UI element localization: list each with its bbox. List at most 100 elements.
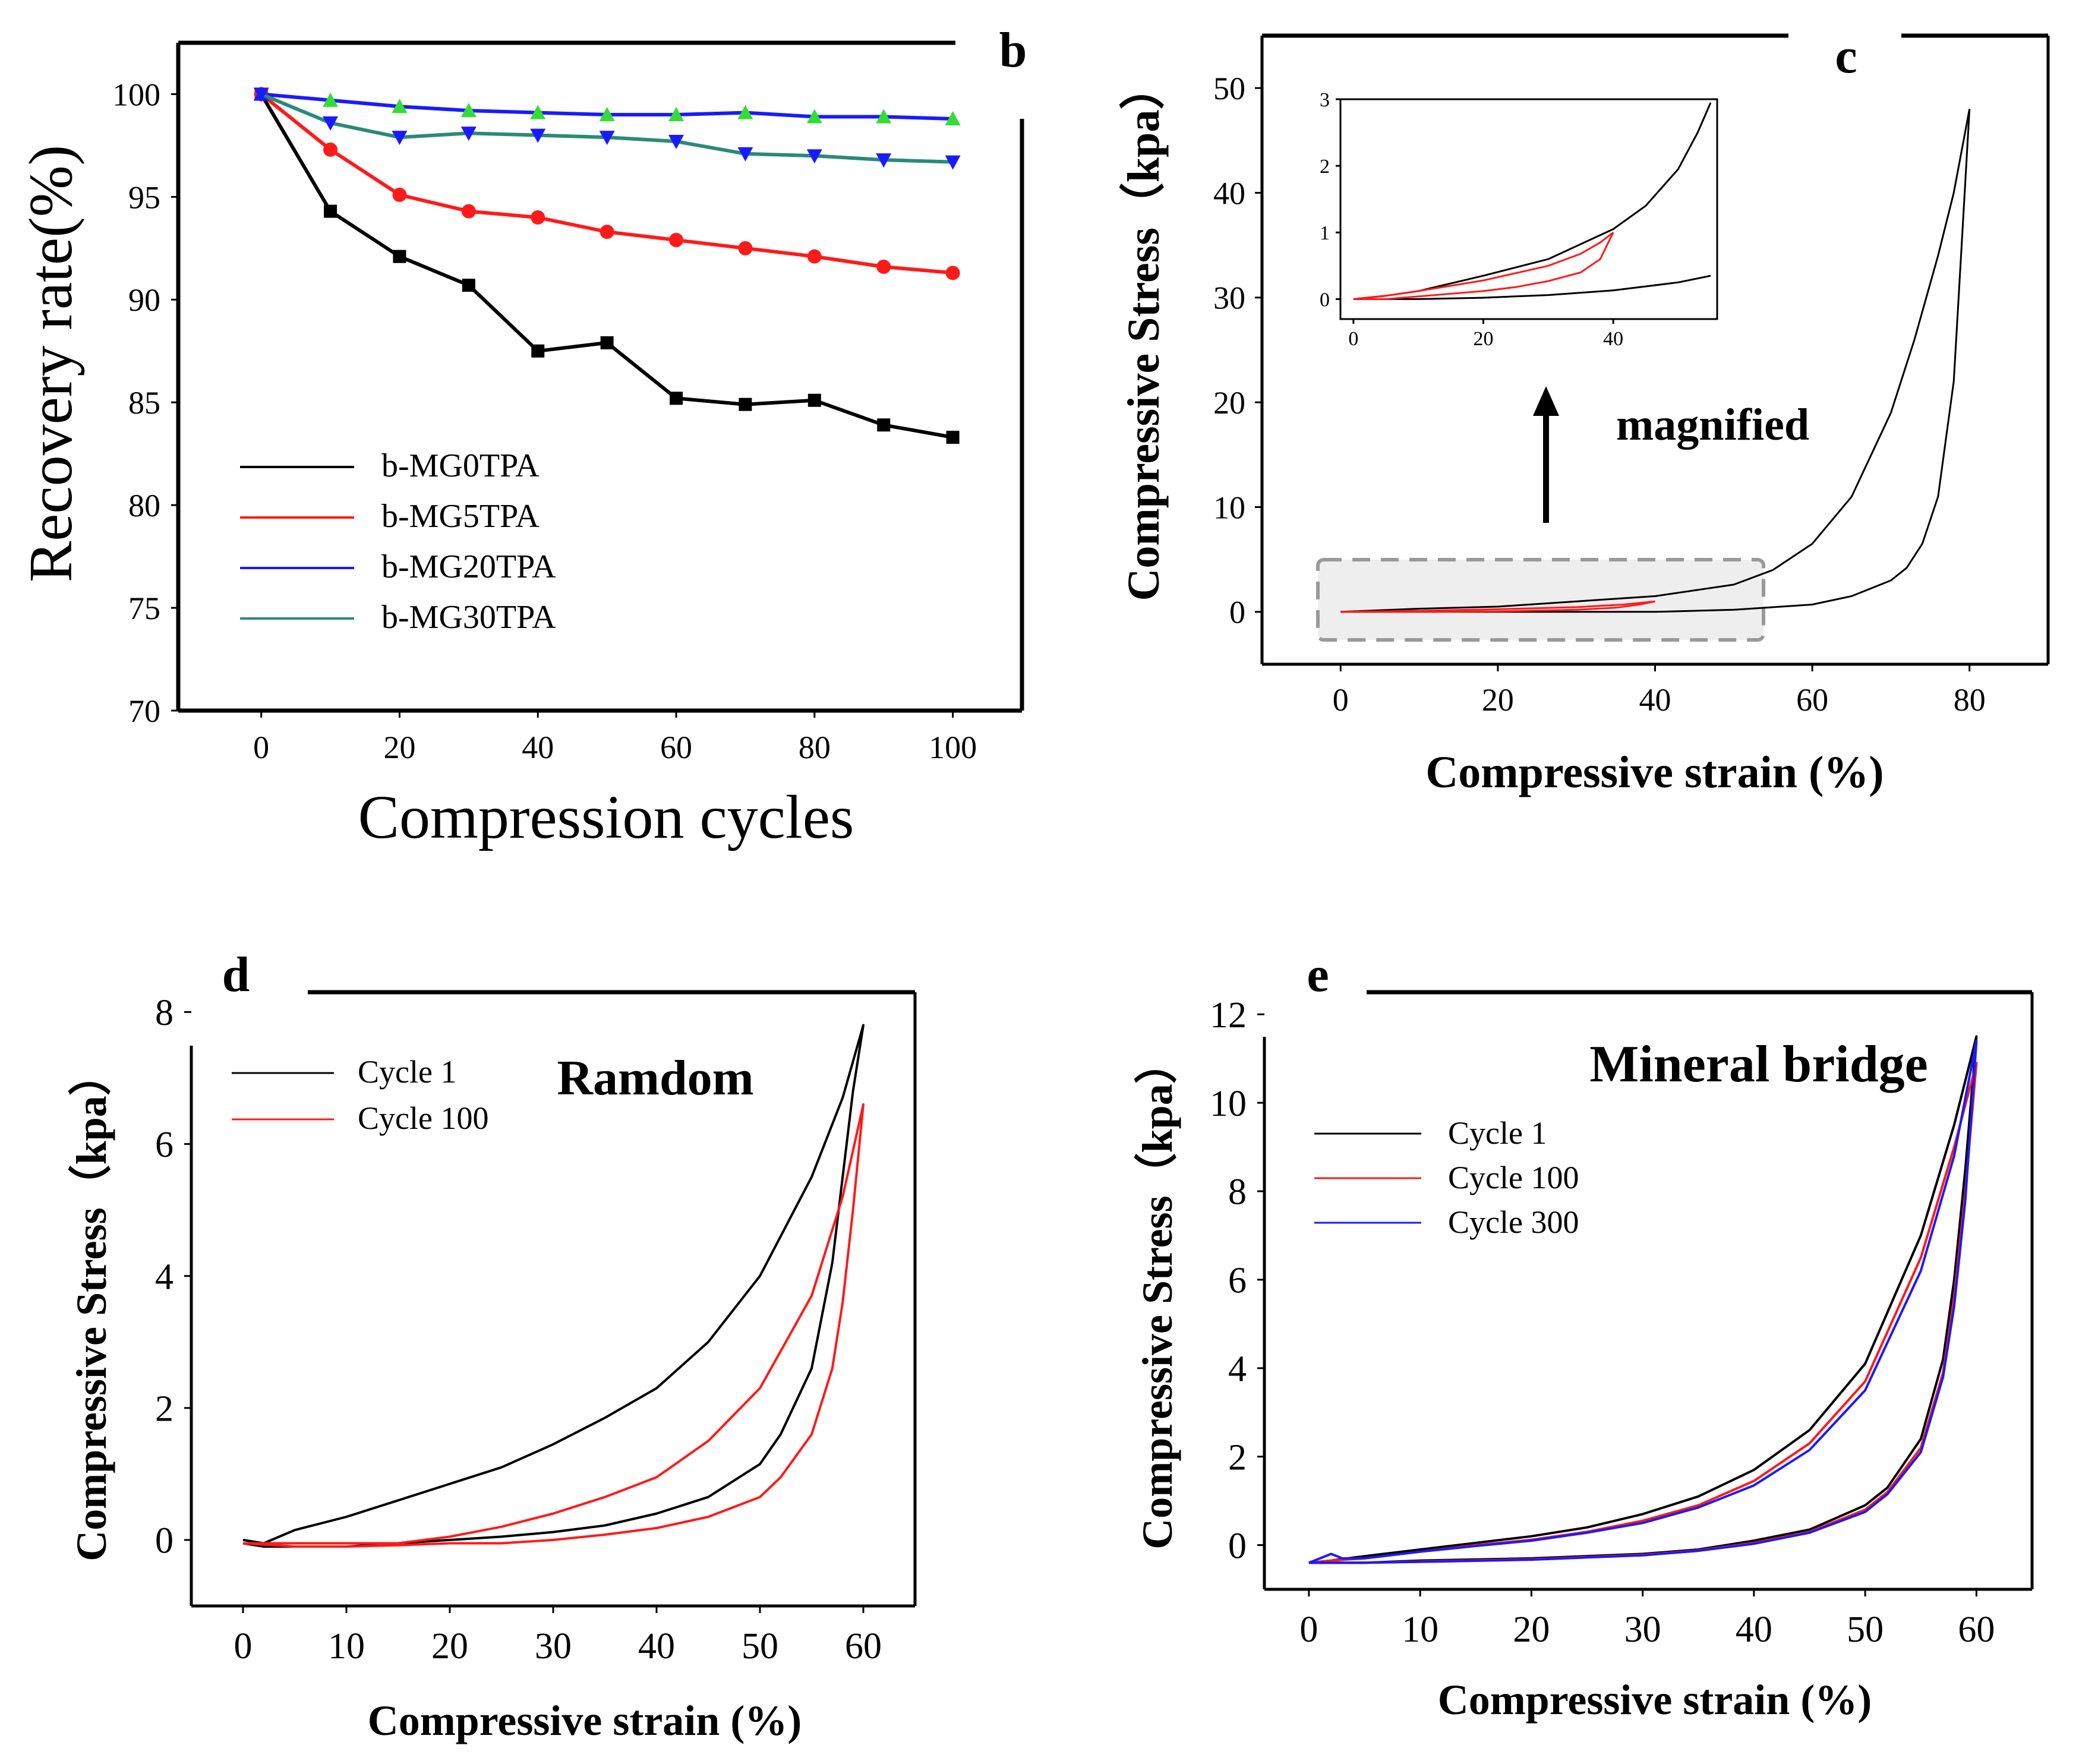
b-point-b-mg20tpa xyxy=(876,109,892,124)
b-point-b-mg5tpa xyxy=(461,204,476,219)
e-x-tick-label: 0 xyxy=(1299,1610,1318,1650)
b-point-b-mg0tpa xyxy=(531,344,545,358)
legend-label-d-cycle-100: Cycle 100 xyxy=(358,1100,488,1136)
b-point-b-mg5tpa xyxy=(531,210,545,225)
magnified-region-box xyxy=(1316,558,1765,642)
b-point-b-mg5tpa xyxy=(323,142,338,157)
b-ticks: 0 20 40 60 80 100 70 75 80 85 90 95 100 xyxy=(112,77,977,765)
d-y-tick-label: 0 xyxy=(155,1521,173,1561)
b-point-b-mg0tpa xyxy=(600,336,614,349)
d-y-tick-label: 6 xyxy=(155,1125,173,1165)
d-x-tick-label: 60 xyxy=(845,1626,882,1667)
b-point-b-mg0tpa xyxy=(739,397,752,411)
b-y-tick-label: 75 xyxy=(128,591,160,626)
c-x-tick-label: 0 xyxy=(1333,682,1349,718)
panel-b: 0 20 40 60 80 100 70 75 80 85 90 95 100 b Compressio… xyxy=(17,23,1027,851)
e-y-tick-label: 6 xyxy=(1228,1261,1247,1301)
b-point-b-mg20tpa xyxy=(323,92,339,107)
d-x-tick-label: 0 xyxy=(234,1626,253,1667)
b-point-b-mg30tpa xyxy=(599,131,615,146)
d-series xyxy=(242,1024,865,1548)
b-point-b-mg20tpa xyxy=(530,105,546,119)
e-y-axis-label: Compressive Stress（kpa） xyxy=(1134,1041,1181,1549)
e-y-tick-label: 0 xyxy=(1228,1526,1247,1566)
panel-label-c-background xyxy=(1790,0,1900,98)
c-inset-x-tick-label: 40 xyxy=(1603,328,1623,350)
b-y-tick-label: 70 xyxy=(128,693,160,729)
c-y-tick-label: 10 xyxy=(1213,490,1245,525)
e-chart-title: Mineral bridge xyxy=(1589,1036,1927,1093)
panel-label-c: c xyxy=(1835,29,1857,84)
c-y-tick-label: 40 xyxy=(1213,175,1245,211)
b-point-b-mg5tpa xyxy=(807,249,822,264)
e-y-tick-label: 10 xyxy=(1210,1084,1247,1124)
b-point-b-mg30tpa xyxy=(806,149,822,164)
legend-label-b-mg30tpa: b-MG30TPA xyxy=(381,599,556,636)
e-y-tick-label: 8 xyxy=(1228,1172,1247,1213)
c-inset-ticks: 0 20 40 0 1 2 3 xyxy=(1320,89,1623,350)
c-x-tick-label: 20 xyxy=(1482,682,1514,718)
b-y-tick-label: 90 xyxy=(128,282,160,318)
b-point-b-mg0tpa xyxy=(324,204,337,218)
c-series-cycle-40-unloading xyxy=(1340,600,1655,613)
b-x-axis-label: Compression cycles xyxy=(358,783,854,851)
c-inset-series-cycle-40-unloading xyxy=(1353,232,1614,300)
c-x-axis-label: Compressive strain (%) xyxy=(1425,747,1884,797)
e-series-cycle-1 xyxy=(1308,1035,1978,1564)
e-legend: Cycle 1 Cycle 100 Cycle 300 xyxy=(1314,1115,1579,1240)
b-point-b-mg20tpa xyxy=(806,109,822,124)
b-point-b-mg20tpa xyxy=(460,103,477,118)
b-point-b-mg5tpa xyxy=(738,241,753,255)
e-x-tick-label: 60 xyxy=(1958,1610,1995,1650)
b-point-b-mg0tpa xyxy=(807,393,821,407)
b-point-b-mg30tpa xyxy=(876,153,892,168)
b-legend: b-MG0TPA b-MG5TPA b-MG20TPA b-MG30TPA xyxy=(240,447,556,636)
b-point-b-mg20tpa xyxy=(737,105,753,119)
d-y-tick-label: 4 xyxy=(155,1257,173,1297)
b-x-tick-label: 80 xyxy=(799,730,831,765)
b-x-tick-label: 20 xyxy=(383,730,415,765)
c-series xyxy=(1340,109,1971,613)
b-point-b-mg20tpa xyxy=(945,111,961,125)
d-chart-title: Ramdom xyxy=(557,1050,753,1106)
b-point-b-mg30tpa xyxy=(323,116,339,131)
b-point-b-mg5tpa xyxy=(876,259,891,274)
c-x-tick-label: 40 xyxy=(1639,682,1671,718)
e-x-tick-label: 50 xyxy=(1847,1610,1884,1650)
magnified-annotation: magnified xyxy=(1616,400,1809,450)
legend-label-b-mg20tpa: b-MG20TPA xyxy=(381,548,556,585)
panel-d: 0 10 20 30 40 50 60 0 2 4 6 8 d Ramdom Compressive … xyxy=(68,947,917,1744)
b-series xyxy=(253,86,961,444)
d-legend: Cycle 1 Cycle 100 xyxy=(232,1054,488,1136)
e-y-tick-label: 4 xyxy=(1228,1349,1247,1389)
d-series-cycle-100 xyxy=(242,1103,865,1548)
legend-label-e-cycle-300: Cycle 300 xyxy=(1448,1204,1579,1240)
c-series-loading xyxy=(1340,109,1971,613)
panel-label-d: d xyxy=(222,947,250,1002)
c-y-tick-label: 30 xyxy=(1213,280,1245,316)
b-point-b-mg0tpa xyxy=(877,418,891,432)
b-point-b-mg30tpa xyxy=(392,131,408,146)
b-point-b-mg5tpa xyxy=(669,233,684,248)
e-series-cycle-300 xyxy=(1308,1039,1978,1564)
e-x-axis-label: Compressive strain (%) xyxy=(1438,1676,1872,1724)
c-inset-y-tick-label: 2 xyxy=(1320,156,1330,178)
c-y-tick-label: 50 xyxy=(1213,71,1245,106)
e-y-tick-label: 12 xyxy=(1210,995,1247,1036)
c-inset-series xyxy=(1353,102,1712,300)
legend-label-e-cycle-100: Cycle 100 xyxy=(1448,1160,1579,1195)
b-point-b-mg5tpa xyxy=(945,266,960,280)
b-y-tick-label: 95 xyxy=(128,179,160,215)
panel-label-b: b xyxy=(999,23,1027,78)
c-x-tick-label: 80 xyxy=(1954,682,1986,718)
c-inset-y-tick-label: 3 xyxy=(1320,89,1330,111)
b-x-tick-label: 100 xyxy=(929,730,977,765)
c-inset-x-tick-label: 20 xyxy=(1473,328,1493,350)
b-point-b-mg30tpa xyxy=(253,87,269,102)
b-y-tick-label: 85 xyxy=(128,385,160,421)
legend-label-d-cycle-1: Cycle 1 xyxy=(358,1054,456,1090)
e-x-tick-label: 40 xyxy=(1736,1610,1772,1650)
b-point-b-mg0tpa xyxy=(393,250,406,263)
